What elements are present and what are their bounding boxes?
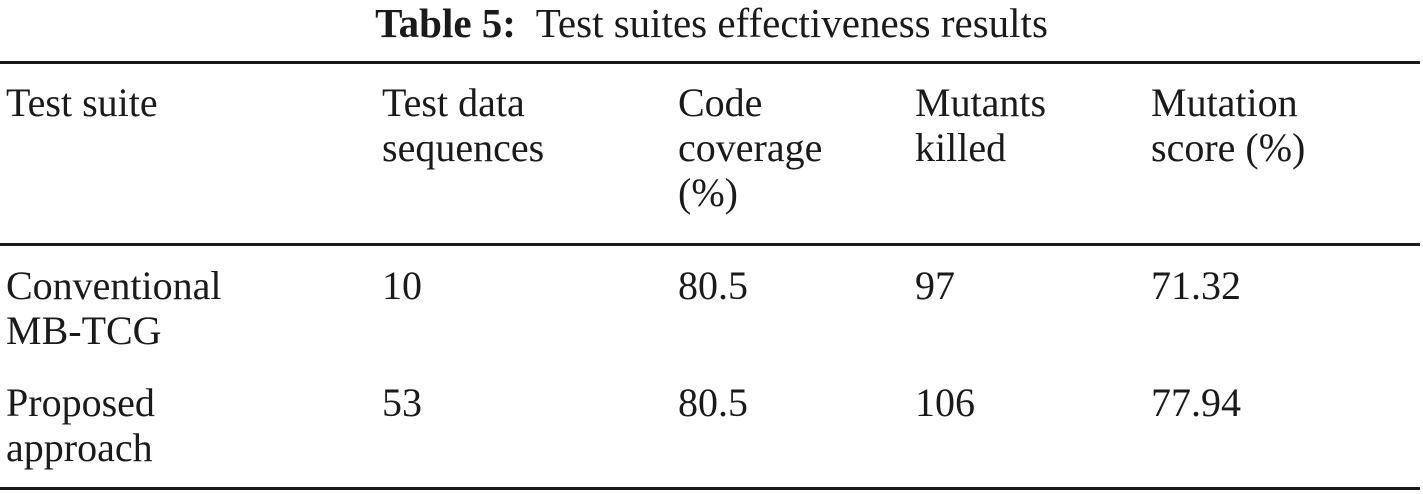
table-row-1-mutants-killed: 97 (915, 263, 955, 308)
header-test-data-sequences: Test data sequences (382, 80, 545, 170)
header-mutants-killed: Mutants killed (915, 80, 1047, 170)
table-caption-label: Table 5: (375, 0, 516, 46)
table-caption: Table 5: Test suites effectiveness resul… (0, 0, 1423, 50)
table-row-2-suite: Proposed approach (6, 380, 155, 470)
header-mutation-score: Mutation score (%) (1151, 80, 1306, 170)
table-header-rule (0, 243, 1420, 246)
table-caption-text: Test suites effectiveness results (535, 0, 1048, 46)
table-row-2-test-data-sequences: 53 (382, 380, 422, 425)
table-row-2-mutation-score: 77.94 (1151, 380, 1241, 425)
header-code-coverage: Code coverage (%) (678, 80, 823, 215)
table-row-2-mutants-killed: 106 (915, 380, 975, 425)
table-row-1-test-data-sequences: 10 (382, 263, 422, 308)
table-bottom-rule (0, 487, 1420, 490)
table-row-1-code-coverage: 80.5 (678, 263, 748, 308)
table-row-1-mutation-score: 71.32 (1151, 263, 1241, 308)
table-top-rule (0, 61, 1420, 64)
table-row-2-code-coverage: 80.5 (678, 380, 748, 425)
header-test-suite: Test suite (6, 80, 158, 125)
table-row-1-suite: Conventional MB-TCG (6, 263, 222, 353)
